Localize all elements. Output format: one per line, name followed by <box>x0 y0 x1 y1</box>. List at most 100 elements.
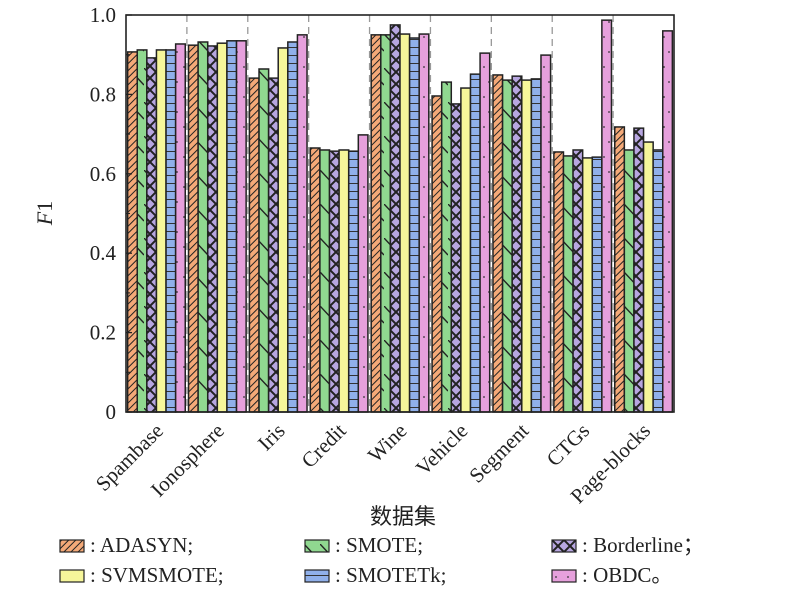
bar-smotetk-credit <box>347 150 360 413</box>
bar-smote-spambase <box>136 49 148 413</box>
legend-item-adasyn: : ADASYN; <box>59 533 193 557</box>
legend-label: : Borderline； <box>582 533 704 557</box>
bar-smotetk-wine <box>408 37 420 413</box>
bar-group-spambase <box>126 43 186 413</box>
bar-adasyn-page-blocks <box>614 126 626 413</box>
legend-swatch <box>304 569 330 583</box>
legend-swatch <box>551 539 577 553</box>
legend-swatch <box>551 569 577 583</box>
y-axis-title: F1 <box>32 201 57 226</box>
bar-borderline-ctgs <box>572 149 584 413</box>
y-tick-label: 0.4 <box>90 241 117 265</box>
bar-smotetk-ionosphere <box>226 40 238 413</box>
bar-adasyn-credit <box>309 147 321 413</box>
x-tick-label: Segment <box>464 418 533 487</box>
bar-smote-segment <box>501 79 513 413</box>
bar-borderline-iris <box>267 77 279 413</box>
bar-smotetk-page-blocks <box>652 149 664 413</box>
legend-item-svmsmote: : SVMSMOTE; <box>59 563 224 587</box>
x-axis-title: 数据集 <box>370 504 436 529</box>
bar-adasyn-iris <box>248 77 260 413</box>
bar-obdc-page-blocks <box>662 30 674 413</box>
bar-group-wine <box>370 24 430 413</box>
bar-borderline-vehicle <box>450 103 462 413</box>
bar-smotetk-spambase <box>165 49 177 413</box>
legend-label: : SMOTETk; <box>335 563 446 587</box>
bar-smote-page-blocks <box>623 149 635 413</box>
legend-item-borderline: : Borderline； <box>551 533 704 557</box>
bar-adasyn-ctgs <box>553 151 565 413</box>
bar-borderline-credit <box>328 150 340 413</box>
group-separators <box>186 15 614 412</box>
bar-smote-iris <box>258 68 270 413</box>
bar-smotetk-vehicle <box>469 73 481 413</box>
x-tick-label: Credit <box>297 418 351 472</box>
bar-group-vehicle <box>431 52 491 413</box>
bars <box>126 19 674 413</box>
legend-label: : SMOTE; <box>335 533 423 557</box>
y-tick-label: 0 <box>106 400 117 424</box>
bar-svmsmote-page-blocks <box>642 141 654 413</box>
bar-obdc-spambase <box>174 43 186 413</box>
bar-borderline-spambase <box>146 57 158 413</box>
bar-svmsmote-wine <box>399 33 411 413</box>
legend-label: : SVMSMOTE; <box>90 563 224 587</box>
bar-group-segment <box>492 54 552 413</box>
bar-adasyn-segment <box>492 74 504 413</box>
bar-group-credit <box>309 134 369 413</box>
y-tick-label: 0.2 <box>90 321 116 345</box>
bar-obdc-iris <box>296 34 308 413</box>
bar-group-page-blocks <box>614 30 674 413</box>
x-tick-label: Vehicle <box>411 419 473 481</box>
legend-swatch <box>59 569 85 583</box>
y-axis: 0 0.2 0.4 0.6 0.8 1.0 <box>90 3 132 424</box>
legend-label: : OBDC。 <box>582 563 672 587</box>
bar-obdc-credit <box>357 134 369 413</box>
bar-borderline-page-blocks <box>633 127 645 413</box>
y-tick-label: 0.6 <box>90 162 116 186</box>
bar-svmsmote-ctgs <box>581 157 594 413</box>
legend-swatch <box>59 539 85 553</box>
y-tick-label: 0.8 <box>90 82 116 106</box>
bar-obdc-ionosphere <box>235 40 247 413</box>
bar-adasyn-vehicle <box>431 95 443 413</box>
bar-smote-ctgs <box>562 155 574 413</box>
x-tick-label: Iris <box>253 419 290 456</box>
bar-smote-vehicle <box>440 81 453 413</box>
legend-label: : ADASYN; <box>90 533 193 557</box>
bar-smote-ionosphere <box>197 41 209 413</box>
bar-svmsmote-ionosphere <box>216 42 228 413</box>
bar-adasyn-ionosphere <box>187 44 199 413</box>
bar-svmsmote-vehicle <box>460 87 472 413</box>
legend-swatch <box>304 539 330 553</box>
legend-item-smote: : SMOTE; <box>304 533 423 557</box>
bar-group-ionosphere <box>187 40 247 413</box>
bar-obdc-ctgs <box>601 19 613 413</box>
bar-smotetk-iris <box>287 41 299 413</box>
legend: : ADASYN; : SMOTE; : Borderline； : SVMSMOTE… <box>59 533 704 587</box>
bar-group-ctgs <box>553 19 613 413</box>
bar-obdc-segment <box>540 54 552 413</box>
bar-borderline-wine <box>389 24 401 413</box>
bar-svmsmote-segment <box>521 79 533 413</box>
bar-svmsmote-iris <box>277 47 289 413</box>
bar-smote-credit <box>319 149 331 413</box>
x-tick-label: Wine <box>363 419 412 468</box>
bar-svmsmote-spambase <box>155 49 167 413</box>
bar-smote-wine <box>380 34 392 413</box>
x-tick-label: CTGs <box>542 419 594 471</box>
bar-obdc-wine <box>418 33 430 413</box>
bar-svmsmote-credit <box>338 149 350 413</box>
bar-adasyn-spambase <box>126 51 138 413</box>
legend-item-smotetk: : SMOTETk; <box>304 563 446 587</box>
bar-borderline-segment <box>511 75 523 413</box>
bar-smotetk-segment <box>530 78 542 413</box>
y-tick-label: 1.0 <box>90 3 116 27</box>
bar-adasyn-wine <box>370 34 382 413</box>
bar-obdc-vehicle <box>479 52 491 413</box>
bar-group-iris <box>248 34 308 413</box>
bar-smotetk-ctgs <box>591 156 603 413</box>
bar-borderline-ionosphere <box>206 45 219 413</box>
